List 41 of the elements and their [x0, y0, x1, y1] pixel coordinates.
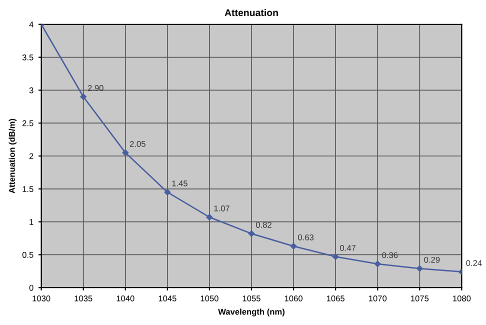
data-label: 2.90: [88, 85, 104, 91]
data-label: 0.63: [298, 234, 314, 240]
data-label: 0.82: [256, 222, 272, 228]
data-label: 2.05: [130, 140, 146, 147]
y-tick-label: 3: [29, 87, 34, 94]
y-tick-label: 0.5: [22, 252, 34, 258]
point: [164, 189, 171, 196]
x-tick-label: 1055: [242, 295, 260, 302]
y-tick-label: 0: [29, 284, 34, 291]
y-axis-title: Attenuation (dB/m): [8, 118, 17, 194]
data-label: 0.24: [466, 260, 482, 266]
point: [248, 230, 255, 237]
y-tick-label: 1.5: [22, 186, 34, 192]
x-tick-label: 1070: [368, 295, 387, 302]
point: [80, 94, 86, 100]
point: [290, 243, 297, 250]
x-tick-label: 1030: [32, 295, 50, 302]
data-label: 1.07: [214, 205, 230, 212]
x-tick-label: 1060: [284, 295, 302, 302]
x-axis-title: Wavelength (nm): [218, 308, 284, 316]
y-tick-label: 3.5: [22, 54, 34, 60]
data-label: 1.45: [172, 180, 188, 186]
x-tick-label: 1050: [200, 295, 218, 302]
y-tick-label: 4: [29, 22, 34, 28]
y-tick-label: 2: [29, 153, 34, 160]
x-tick-label: 1040: [116, 295, 134, 302]
point: [416, 265, 423, 272]
x-tick-label: 1075: [411, 295, 429, 302]
y-tick-label: 2.5: [22, 120, 34, 126]
x-tick-label: 1035: [74, 295, 92, 302]
point: [374, 260, 381, 268]
x-tick-label: 1065: [326, 295, 345, 302]
x-tick-label: 1045: [158, 295, 176, 302]
y-tick-label: 1: [30, 219, 34, 225]
point: [206, 214, 213, 220]
chart-title: Attenuation: [224, 8, 278, 16]
point: [332, 254, 339, 260]
point: [122, 150, 129, 156]
data-label: 0.29: [424, 256, 440, 263]
data-label: 0.47: [340, 244, 356, 251]
x-tick-label: 1080: [453, 295, 471, 302]
